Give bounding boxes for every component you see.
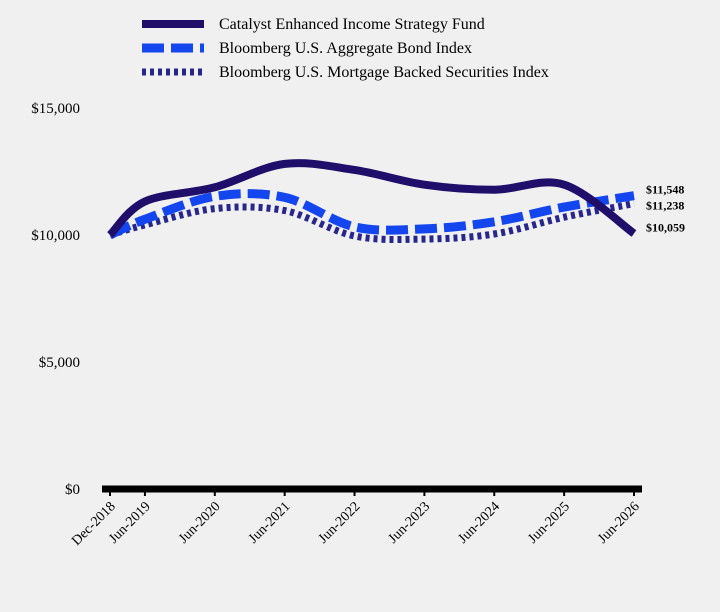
- x-tick-label: Jun-2024: [456, 499, 503, 546]
- x-tick-label: Jun-2025: [525, 499, 572, 546]
- series-layer: [107, 159, 637, 243]
- legend-label-1: Bloomberg U.S. Aggregate Bond Index: [219, 40, 472, 57]
- x-tick-label: Jun-2020: [176, 499, 223, 546]
- x-tick-label: Jun-2022: [316, 499, 363, 546]
- series-line-2: [109, 200, 635, 243]
- end-value-label-1: $11,548: [646, 183, 684, 197]
- x-tick-label: Jun-2023: [386, 499, 433, 546]
- y-axis: $0 $5,000 $10,000 $15,000: [31, 101, 80, 498]
- x-tick-label: Jun-2026: [595, 499, 642, 546]
- legend-label-0: Catalyst Enhanced Income Strategy Fund: [219, 16, 485, 33]
- y-tick-label: $10,000: [31, 228, 80, 244]
- end-value-label-0: $10,059: [646, 221, 685, 235]
- series-line-1: [108, 189, 635, 240]
- x-tick-label: Jun-2021: [246, 499, 293, 546]
- y-tick-label: $15,000: [31, 101, 80, 117]
- end-labels: $11,548 $11,238 $10,059: [646, 183, 685, 235]
- legend: Catalyst Enhanced Income Strategy Fund Bl…: [142, 16, 549, 81]
- legend-label-2: Bloomberg U.S. Mortgage Backed Securitie…: [219, 64, 549, 81]
- y-tick-label: $0: [65, 482, 80, 498]
- y-tick-label: $5,000: [39, 355, 80, 371]
- end-value-label-2: $11,238: [646, 199, 684, 213]
- series-line-0: [107, 159, 637, 238]
